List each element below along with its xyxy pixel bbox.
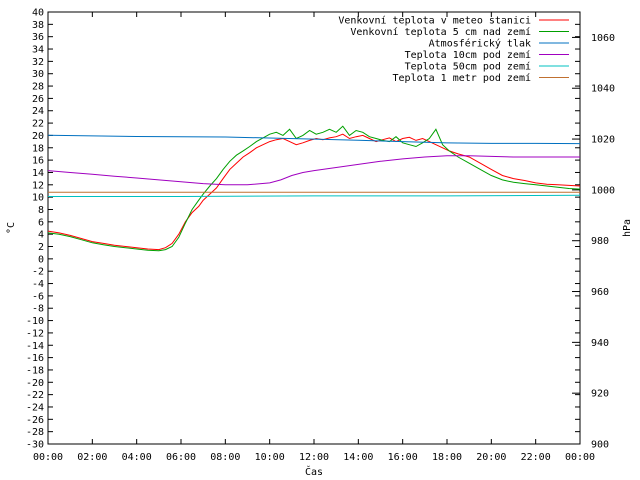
- x-tick-label: 00:00: [33, 452, 63, 463]
- x-tick-label: 10:00: [255, 452, 285, 463]
- series-line-3: [47, 134, 581, 145]
- legend-label-1: Venkovní teplota v meteo stanici: [338, 15, 531, 27]
- y-tick-label: -16: [26, 353, 44, 364]
- y-tick-label: 34: [32, 45, 44, 56]
- series-line-2: [47, 125, 581, 252]
- series-line-5: [48, 194, 581, 197]
- legend-label-5: Teplota 50cm pod zemí: [405, 61, 531, 73]
- x-tick-label: 00:00: [565, 452, 595, 463]
- x-tick-label: 08:00: [210, 452, 240, 463]
- legend-label-4: Teplota 10cm pod zemí: [405, 49, 531, 61]
- y-tick-label: 16: [32, 156, 44, 167]
- y-tick-label: 12: [32, 180, 44, 191]
- y-tick-label: -26: [26, 415, 44, 426]
- y-tick-label: -22: [26, 390, 44, 401]
- legend-label-2: Venkovní teplota 5 cm nad zemí: [350, 26, 531, 38]
- y-tick-label: -24: [26, 402, 44, 413]
- y-tick-label: 6: [38, 217, 44, 228]
- y2-tick-label: 1020: [591, 135, 615, 146]
- y-tick-label: 2: [38, 242, 44, 253]
- y2-tick-label: 900: [591, 440, 609, 451]
- x-tick-label: 04:00: [122, 452, 152, 463]
- x-tick-label: 12:00: [299, 452, 329, 463]
- y-tick-label: -10: [26, 316, 44, 327]
- y-tick-label: 24: [32, 106, 44, 117]
- y-tick-label: 28: [32, 82, 44, 93]
- x-tick-label: 06:00: [166, 452, 196, 463]
- y2-tick-label: 920: [591, 389, 609, 400]
- x-tick-label: 14:00: [343, 452, 373, 463]
- y-tick-label: -4: [32, 279, 44, 290]
- legend-label-6: Teplota 1 metr pod zemí: [393, 72, 531, 84]
- x-tick-label: 16:00: [388, 452, 418, 463]
- y-tick-label: 26: [32, 94, 44, 105]
- y-tick-label: 32: [32, 57, 44, 68]
- x-axis-ticks: 00:00 02:00 04:00 06:00 08:00 10:00 12:00 14:00…: [33, 12, 595, 463]
- y-tick-label: 20: [32, 131, 44, 142]
- y2-tick-label: 1000: [591, 185, 615, 196]
- y-tick-label: 18: [32, 143, 44, 154]
- y2-tick-label: 1060: [591, 33, 615, 44]
- x-tick-label: 18:00: [432, 452, 462, 463]
- x-tick-label: 02:00: [77, 452, 107, 463]
- x-axis-label: Čas: [305, 465, 323, 478]
- y-tick-label: 22: [32, 119, 44, 130]
- series-layer: [47, 125, 581, 252]
- series-line-4: [47, 155, 580, 186]
- y2-axis-label: hPa: [622, 219, 633, 237]
- y-tick-label: -6: [32, 291, 44, 302]
- y-tick-label: -28: [26, 427, 44, 438]
- y-tick-label: -30: [26, 440, 44, 451]
- y2-tick-label: 1040: [591, 84, 615, 95]
- y-tick-label: 30: [32, 69, 44, 80]
- y-tick-label: 0: [38, 254, 44, 265]
- y-tick-label: 36: [32, 32, 44, 43]
- x-tick-label: 20:00: [476, 452, 506, 463]
- y2-tick-label: 960: [591, 287, 609, 298]
- series-line-1: [47, 133, 581, 251]
- y-tick-label: -2: [32, 267, 44, 278]
- y2-tick-label: 980: [591, 236, 609, 247]
- y-tick-label: 14: [32, 168, 44, 179]
- y-tick-label: 40: [32, 8, 44, 19]
- y-tick-label: -18: [26, 365, 44, 376]
- y2-tick-label: 940: [591, 338, 609, 349]
- y-tick-label: 8: [38, 205, 44, 216]
- y-tick-label: -14: [26, 341, 44, 352]
- y-tick-label: -12: [26, 328, 44, 339]
- y2-axis-ticks: 900 920 940 960 980 1000 1020 1040 1060: [572, 33, 615, 451]
- legend: Venkovní teplota v meteo staniciVenkovní…: [338, 15, 569, 84]
- y-tick-label: -8: [32, 304, 44, 315]
- y-tick-label: 10: [32, 193, 44, 204]
- y-tick-label: -20: [26, 378, 44, 389]
- x-tick-label: 22:00: [521, 452, 551, 463]
- y-axis-label: °C: [6, 222, 17, 234]
- y-tick-label: 38: [32, 20, 44, 31]
- y-axis-ticks: -30-28-26-24-22-20-18-16-14-12-10-8-6-4-…: [26, 8, 580, 451]
- legend-label-3: Atmosférický tlak: [429, 38, 531, 50]
- y-tick-label: 4: [38, 230, 44, 241]
